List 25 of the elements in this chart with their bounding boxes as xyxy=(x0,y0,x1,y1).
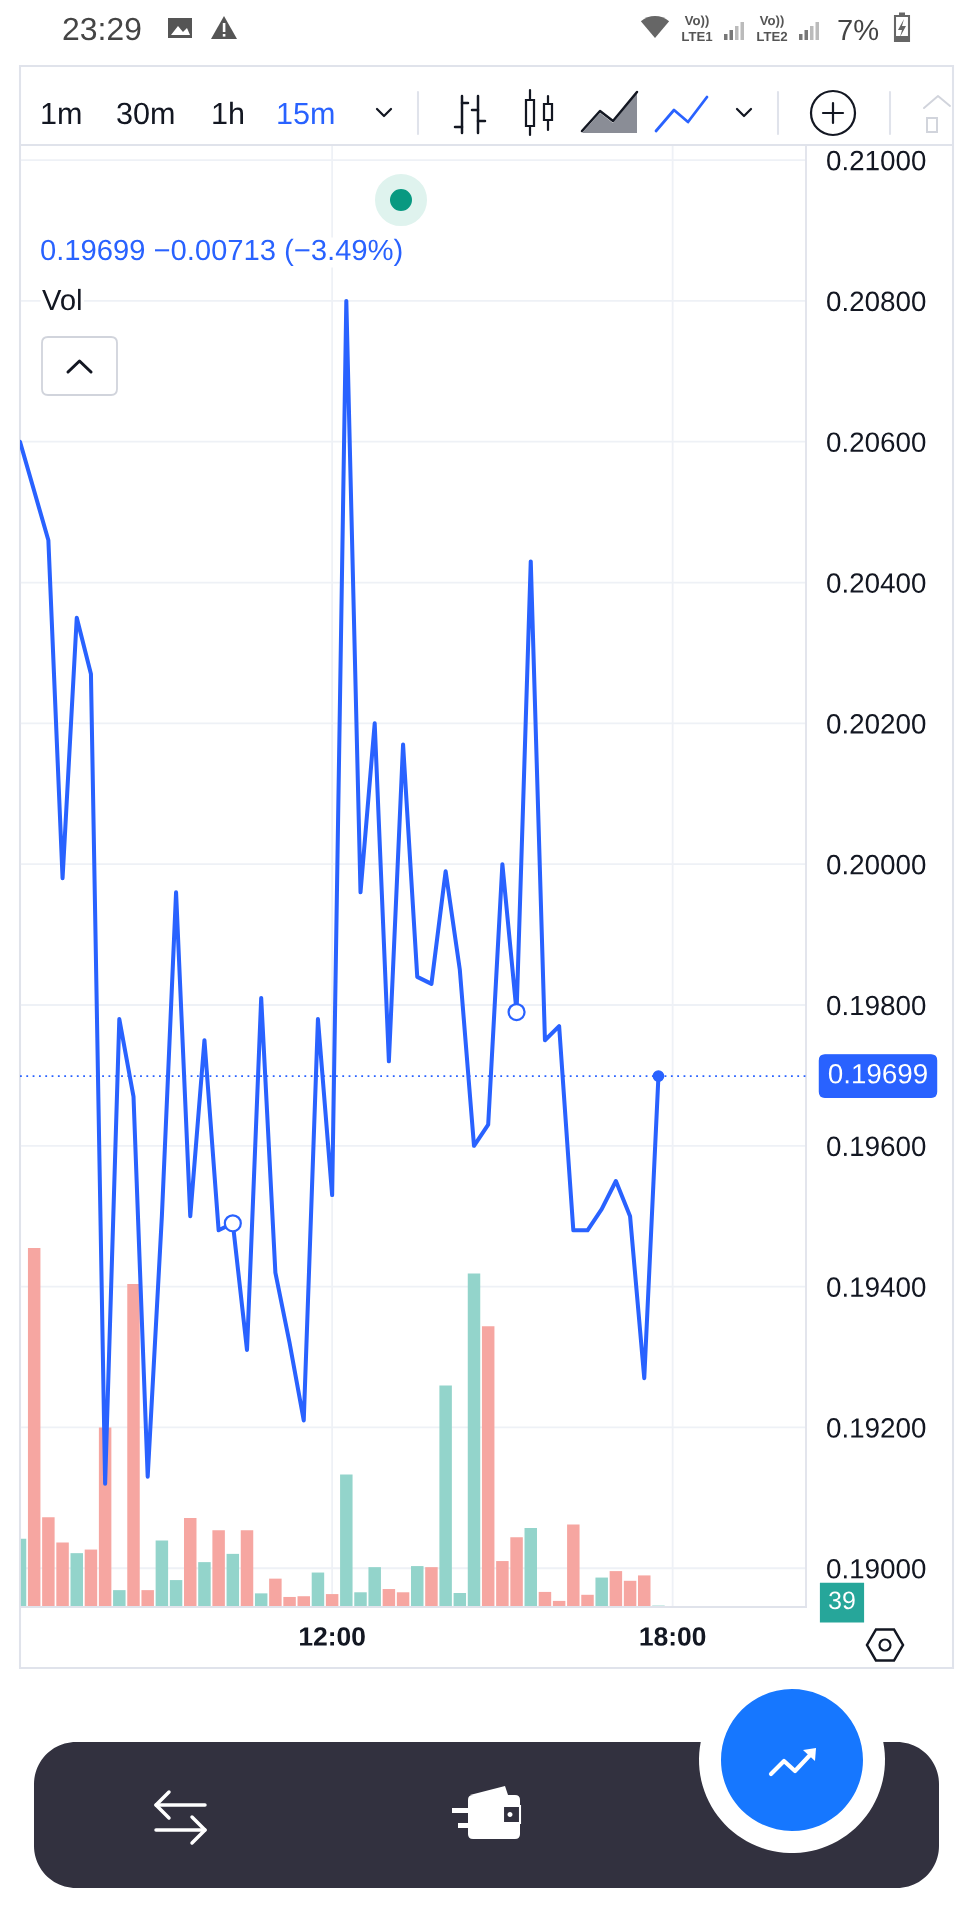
y-tick-label: 0.20200 xyxy=(827,714,926,734)
text: 1m xyxy=(42,102,81,124)
y-tick-label: 0.19800 xyxy=(827,995,926,1016)
text: 23:29 xyxy=(63,17,141,41)
text: 1h xyxy=(213,101,243,124)
text: 15m xyxy=(278,102,334,125)
y-tick-label: 0.19200 xyxy=(827,1418,926,1438)
y-tick-label: 0.20400 xyxy=(827,573,926,593)
y-tick-label: 0.20000 xyxy=(827,854,926,875)
y-tick-label: 0.21000 xyxy=(827,150,926,171)
ref-line-label: 0.19699 xyxy=(828,1063,927,1084)
x-tick-label: 12:00 xyxy=(300,1627,365,1646)
text: 0.19699 −0.00713 (−3.49%) xyxy=(41,238,402,267)
text: LTE2 xyxy=(757,31,788,41)
y-tick-label: 0.19400 xyxy=(827,1277,926,1297)
x-tick-label: 18:00 xyxy=(640,1627,706,1646)
text: Vo)) xyxy=(684,15,709,28)
text: Vo)) xyxy=(759,15,784,28)
text: 30m xyxy=(117,102,174,125)
y-tick-label: 0.20600 xyxy=(827,432,926,453)
y-tick-label: 0.19600 xyxy=(827,1136,926,1157)
y-tick-label: 0.19000 xyxy=(827,1558,926,1579)
y-tick-label: 0.20800 xyxy=(827,291,926,312)
text: 7% xyxy=(838,19,879,41)
text: LTE1 xyxy=(682,31,713,41)
